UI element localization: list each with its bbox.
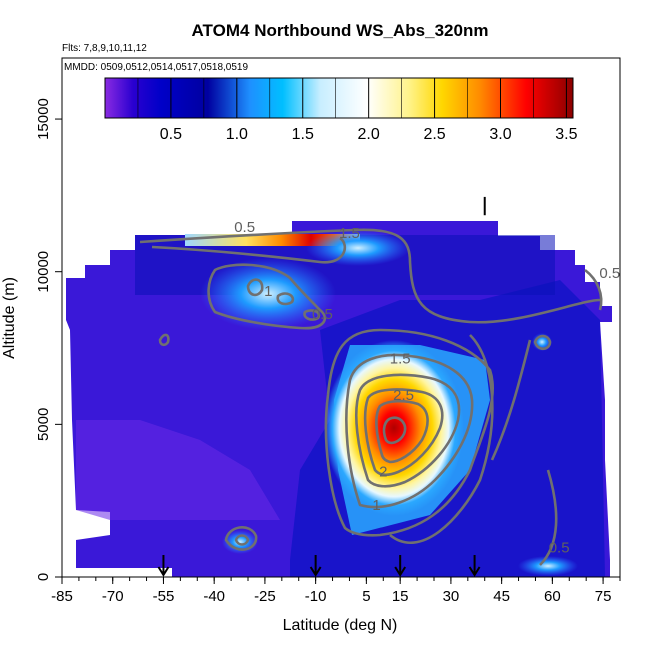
x-axis-label: Latitude (deg N) — [283, 617, 398, 634]
y-tick-label: 5000 — [35, 408, 52, 441]
contour-right-spot — [533, 334, 552, 351]
field-purple-band — [76, 420, 280, 520]
contour-label: 1.5 — [390, 350, 411, 367]
contour-left-spot-inner — [234, 534, 250, 546]
contour-label: 0.5 — [599, 265, 620, 282]
chart-subtitle-dates: MMDD: 0509,0512,0514,0517,0518,0519 — [64, 62, 248, 73]
contour-top — [139, 228, 601, 324]
y-axis: 0 5000 10000 15000 — [35, 98, 62, 581]
contour-plume-2 — [363, 388, 444, 477]
x-tick-label: 75 — [595, 588, 612, 605]
contour-label: 1.5 — [339, 225, 360, 242]
colorbar-ticks: 0.5 1.0 1.5 2.0 2.5 3.0 3.5 — [137, 78, 578, 143]
colorbar-tick-label: 2.5 — [423, 126, 445, 143]
x-tick-label: -25 — [254, 588, 276, 605]
plot-frame — [61, 57, 621, 578]
contour-left-spot — [224, 526, 258, 551]
contour-blob1 — [207, 263, 326, 330]
contour-blob1-inner2 — [276, 292, 295, 306]
field-upper-blue-patch-right — [306, 230, 410, 266]
x-tick-label: -40 — [203, 588, 225, 605]
field-surface-spot — [518, 556, 578, 576]
contour-plume-25 — [375, 399, 429, 464]
x-tick-label: -10 — [305, 588, 327, 605]
contour-plume-outer — [324, 328, 495, 537]
field-upper-blue-patch — [200, 258, 336, 330]
chart-title: ATOM4 Northbound WS_Abs_320nm — [192, 21, 489, 40]
contour-top-inner — [151, 236, 346, 264]
contour-lines — [139, 228, 603, 566]
y-tick-label: 10000 — [35, 251, 52, 293]
contour-labels: 0.5 1.5 1 0.5 1.5 2.5 2 1 0.5 0.5 — [234, 219, 620, 557]
contour-small-left — [158, 333, 170, 347]
contour-plume-core — [382, 416, 407, 445]
y-axis-label: Altitude (m) — [1, 277, 18, 359]
flight-marker-head — [309, 566, 322, 577]
contour-label: 2.5 — [393, 387, 414, 404]
contour-right-edge — [584, 268, 603, 311]
x-tick-label: 15 — [392, 588, 409, 605]
colorbar-tick-label: 1.5 — [292, 126, 314, 143]
x-tick-label: -55 — [153, 588, 175, 605]
x-tick-label: 60 — [544, 588, 561, 605]
flight-markers — [157, 196, 486, 577]
x-tick-label: 5 — [362, 588, 370, 605]
chart-subtitle-flights: Flts: 7,8,9,10,11,12 — [62, 43, 147, 54]
contour-plume-tail — [389, 334, 494, 544]
contour-label: 2 — [379, 463, 387, 480]
contour-label: 1 — [264, 283, 272, 300]
colorbar-tick-label: 3.0 — [489, 126, 511, 143]
field-hot-core — [324, 340, 464, 516]
flight-marker-head — [394, 566, 407, 577]
contour-right-column — [490, 339, 558, 566]
contour-label: 0.5 — [312, 306, 333, 323]
flight-marker-head — [468, 566, 481, 577]
heatmap-field — [66, 221, 612, 577]
colorbar — [104, 77, 574, 119]
x-tick-label: 30 — [443, 588, 460, 605]
x-tick-label: -85 — [51, 588, 73, 605]
x-axis: -85 -70 -55 -40 -25 -10 5 15 30 45 60 75 — [51, 577, 621, 605]
contour-label: 1 — [372, 497, 380, 514]
contour-label: 0.5 — [234, 219, 255, 236]
y-tick-label: 15000 — [35, 98, 52, 140]
contour-blob1-inner — [246, 278, 264, 297]
colorbar-tick-label: 2.0 — [358, 126, 380, 143]
contour-plume-1 — [345, 353, 474, 509]
colorbar-tick-label: 0.5 — [160, 126, 182, 143]
contour-plume-15 — [355, 373, 461, 488]
contour-blob1-inner3 — [303, 309, 321, 321]
colorbar-tick-label: 1.0 — [226, 126, 248, 143]
y-tick-label: 0 — [35, 573, 52, 581]
colorbar-tick-label: 3.5 — [555, 126, 577, 143]
x-tick-label: -70 — [102, 588, 124, 605]
contour-label: 0.5 — [549, 540, 570, 557]
x-tick-label: 45 — [493, 588, 510, 605]
flight-marker-head — [157, 566, 170, 577]
